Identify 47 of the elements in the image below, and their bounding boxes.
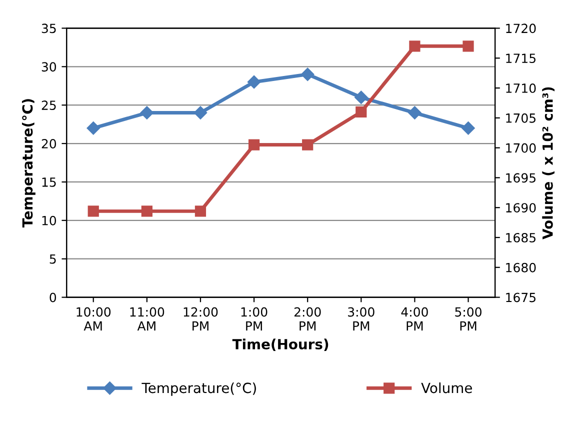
- point: [140, 106, 154, 120]
- point: [301, 68, 314, 81]
- legend-label: Volume: [421, 382, 472, 394]
- y2-tick-label: 1700: [506, 143, 536, 153]
- y-axis-title: Temperature(°C): [22, 99, 36, 228]
- point: [194, 106, 208, 120]
- y-tick-label: 30: [42, 62, 56, 72]
- point: [409, 40, 420, 52]
- y2-tick-label: 1690: [506, 203, 536, 213]
- point: [86, 122, 100, 135]
- x-axis-title: Time(Hours): [232, 338, 328, 352]
- y-tick-label: 5: [50, 254, 56, 264]
- x-tick-label: 3:00 PM: [348, 307, 374, 331]
- point: [354, 90, 368, 104]
- x-tick-label: 2:00 PM: [294, 307, 321, 331]
- y2-tick-label: 1720: [506, 24, 536, 34]
- legend-label: Temperature(°C): [142, 382, 256, 396]
- y-tick-label: 0: [50, 292, 56, 302]
- y2-tick-label: 1695: [506, 173, 536, 183]
- point: [194, 206, 206, 217]
- point: [141, 206, 152, 217]
- y2-tick-label: 1675: [506, 292, 536, 302]
- point: [462, 122, 475, 135]
- y-tick-label: 35: [42, 24, 56, 34]
- y2-tick-label: 1685: [506, 232, 536, 242]
- y2-tick-label: 1705: [506, 113, 536, 123]
- y-tick-label: 20: [42, 139, 56, 148]
- y2-tick-label: 1680: [506, 262, 536, 272]
- y2-axis-title: Volume ( x 10² cm³): [542, 87, 555, 240]
- x-tick-label: 5:00 PM: [455, 307, 482, 331]
- point: [356, 106, 367, 118]
- y-tick-label: 25: [42, 100, 56, 110]
- y2-tick-label: 1715: [506, 54, 536, 64]
- point: [462, 40, 474, 52]
- point: [248, 139, 260, 150]
- x-tick-label: 1:00 PM: [241, 307, 268, 331]
- point: [88, 206, 99, 217]
- point: [408, 106, 422, 120]
- x-tick-label: 11:00 AM: [130, 307, 164, 331]
- x-tick-label: 4:00 PM: [401, 307, 428, 331]
- x-tick-label: 10:00 AM: [76, 307, 111, 331]
- x-tick-label: 12:00 PM: [184, 307, 218, 331]
- point: [302, 139, 314, 150]
- y-tick-label: 10: [42, 216, 56, 226]
- y2-tick-label: 1710: [506, 83, 536, 93]
- point: [247, 75, 261, 89]
- y-tick-label: 15: [42, 178, 56, 187]
